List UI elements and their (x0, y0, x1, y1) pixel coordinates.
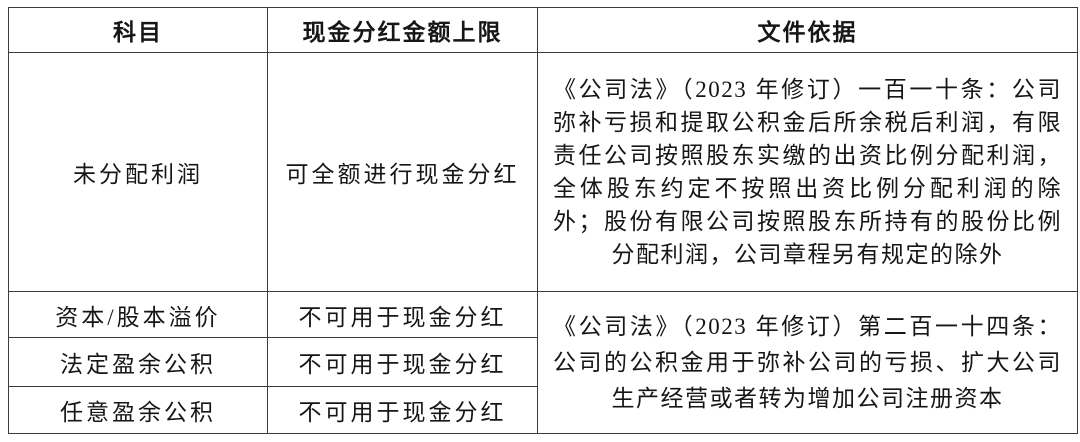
cell-cap: 可全额进行现金分红 (267, 52, 538, 292)
cell-basis-merged: 《公司法》（2023 年修订）第二百一十四条：公司的公积金用于弥补公司的亏损、扩… (537, 291, 1078, 434)
table-row-capital-premium: 资本/股本溢价 不可用于现金分红 《公司法》（2023 年修订）第二百一十四条：… (8, 291, 1078, 434)
cell-cap: 不可用于现金分红 (267, 291, 538, 338)
header-document-basis: 文件依据 (537, 7, 1078, 53)
cell-subject: 未分配利润 (8, 52, 268, 292)
cell-subject: 任意盈余公积 (8, 386, 268, 434)
cell-subject: 法定盈余公积 (8, 337, 268, 387)
cell-basis: 《公司法》（2023 年修订）一百一十条：公司弥补亏损和提取公积金后所余税后利润… (537, 52, 1078, 292)
table-row-discretionary-surplus-reserve: 任意盈余公积 不可用于现金分红 (8, 386, 1078, 434)
header-cash-dividend-cap: 现金分红金额上限 (267, 7, 538, 53)
cell-cap: 不可用于现金分红 (267, 386, 538, 434)
header-subject: 科目 (8, 7, 268, 53)
table-row-statutory-surplus-reserve: 法定盈余公积 不可用于现金分红 (8, 337, 1078, 387)
cell-subject: 资本/股本溢价 (8, 291, 268, 338)
cell-cap: 不可用于现金分红 (267, 337, 538, 387)
table-row-undistributed-profit: 未分配利润 可全额进行现金分红 《公司法》（2023 年修订）一百一十条：公司弥… (8, 52, 1078, 292)
table-header-row: 科目 现金分红金额上限 文件依据 (8, 7, 1078, 53)
dividend-cap-table: 科目 现金分红金额上限 文件依据 未分配利润 可全额进行现金分红 《公司法》（2… (8, 7, 1078, 434)
